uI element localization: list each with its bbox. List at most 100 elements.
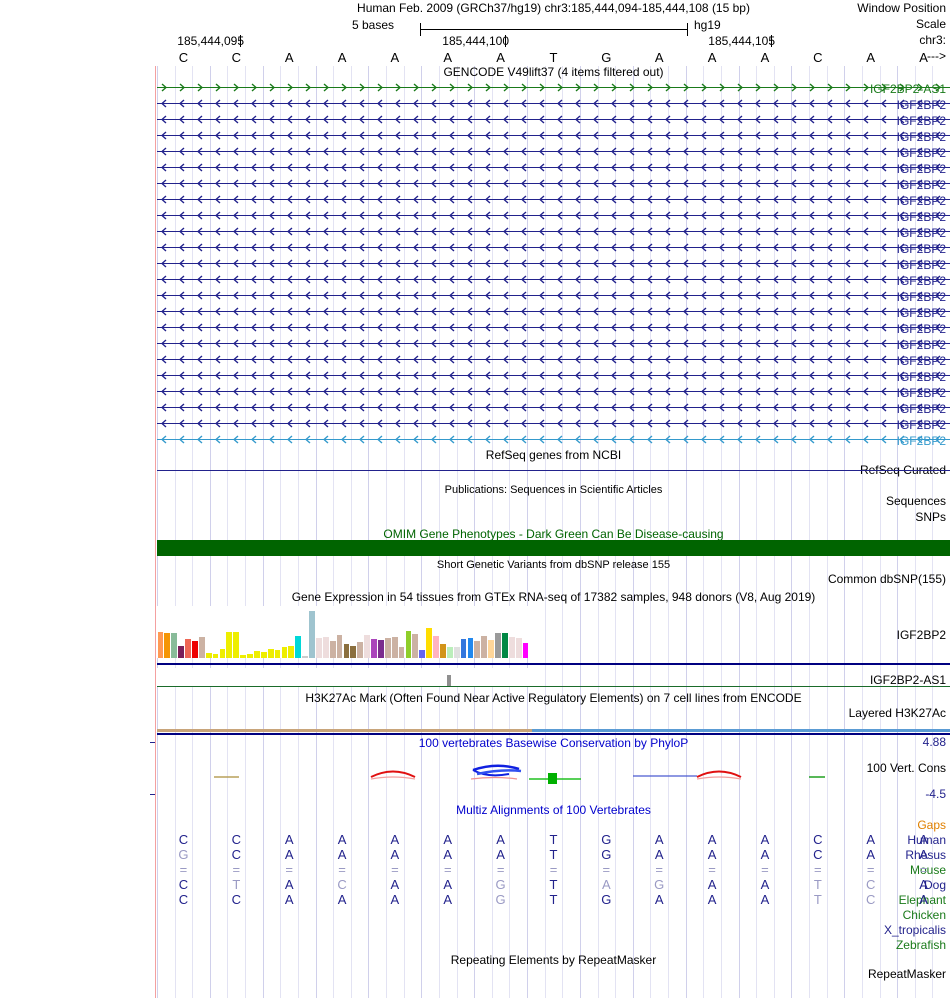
gtex-tissue-bar[interactable] [212, 654, 219, 658]
gtex-tissue-bar[interactable] [219, 649, 226, 658]
gtex-tissue-bar[interactable] [192, 641, 198, 658]
gene-strand-track[interactable] [157, 226, 950, 237]
gtex-tissue-bar[interactable] [398, 647, 405, 658]
gene-label-igf2bp2[interactable]: IGF2BP2 [896, 178, 946, 192]
gene-label-igf2bp2[interactable]: IGF2BP2 [896, 130, 946, 144]
gene-strand-track[interactable] [157, 370, 950, 381]
gtex-tissue-bar[interactable] [495, 633, 501, 658]
gtex-tissue-bar[interactable] [343, 644, 350, 658]
gene-label-igf2bp2[interactable]: IGF2BP2 [896, 290, 946, 304]
gtex-tissue-bar[interactable] [364, 635, 370, 658]
gtex-tissue-bar[interactable] [288, 646, 295, 658]
gtex-as1-bar[interactable] [447, 675, 451, 686]
gene-strand-track[interactable] [157, 258, 950, 269]
gtex-tissue-bar[interactable] [198, 637, 205, 658]
species-label-elephant[interactable]: Elephant [898, 893, 946, 907]
gtex-tissue-bar[interactable] [446, 647, 453, 658]
h3k27ac-signal-right[interactable] [532, 729, 950, 732]
gene-label-igf2bp2[interactable]: IGF2BP2 [896, 402, 946, 416]
gene-label-igf2bp2[interactable]: IGF2BP2 [896, 98, 946, 112]
gene-label-igf2bp2[interactable]: IGF2BP2 [896, 194, 946, 208]
gtex-tissue-bar[interactable] [467, 638, 474, 658]
gtex-tissue-bar[interactable] [522, 643, 529, 658]
gene-strand-track[interactable] [157, 210, 950, 221]
gtex-tissue-bar[interactable] [460, 639, 467, 658]
gtex-tissue-bar[interactable] [322, 637, 329, 658]
gene-strand-track[interactable] [157, 194, 950, 205]
gtex-tissue-bar[interactable] [247, 654, 253, 658]
gtex-as1-barchart[interactable] [157, 668, 529, 686]
species-label-gaps[interactable]: Gaps [917, 818, 946, 832]
gtex-tissue-bar[interactable] [260, 652, 267, 658]
gtex-tissue-bar[interactable] [481, 636, 488, 658]
gene-strand-track[interactable] [157, 274, 950, 285]
gene-label-igf2bp2[interactable]: IGF2BP2 [896, 258, 946, 272]
gtex-tissue-bar[interactable] [433, 636, 439, 658]
gtex-tissue-bar[interactable] [412, 634, 419, 658]
omim-gene-bar[interactable] [157, 540, 950, 556]
gene-strand-track[interactable] [157, 322, 950, 333]
gene-strand-track[interactable] [157, 418, 950, 429]
gtex-tissue-bar[interactable] [350, 646, 357, 658]
gtex-tissue-bar[interactable] [378, 640, 384, 658]
gtex-tissue-bar[interactable] [185, 639, 191, 658]
gtex-tissue-bar[interactable] [357, 642, 364, 658]
gene-label-igf2bp2[interactable]: IGF2BP2 [896, 434, 946, 448]
gtex-tissue-bar[interactable] [274, 650, 281, 658]
gtex-tissue-bar[interactable] [171, 633, 178, 658]
gene-label-igf2bp2[interactable]: IGF2BP2 [896, 242, 946, 256]
gtex-tissue-bar[interactable] [178, 646, 184, 658]
gtex-tissue-bar[interactable] [302, 656, 308, 658]
species-label-x_tropicalis[interactable]: X_tropicalis [883, 923, 946, 937]
gtex-tissue-bar[interactable] [240, 655, 246, 658]
gene-label-igf2bp2[interactable]: IGF2BP2 [896, 226, 946, 240]
gene-label-igf2bp2-as1[interactable]: IGF2BP2-AS1 [869, 82, 946, 96]
gtex-tissue-bar[interactable] [488, 640, 494, 658]
gtex-tissue-bar[interactable] [226, 632, 233, 658]
gene-strand-track[interactable] [157, 402, 950, 413]
species-label-dog[interactable]: Dog [923, 878, 946, 892]
gene-label-igf2bp2[interactable]: IGF2BP2 [896, 274, 946, 288]
gene-label-igf2bp2[interactable]: IGF2BP2 [896, 354, 946, 368]
gtex-tissue-bar[interactable] [233, 632, 240, 658]
gtex-tissue-bar[interactable] [453, 647, 460, 658]
gtex-tissue-bar[interactable] [426, 628, 432, 658]
gene-label-igf2bp2[interactable]: IGF2BP2 [896, 322, 946, 336]
gene-strand-track[interactable] [157, 162, 950, 173]
gtex-tissue-bar[interactable] [157, 632, 164, 658]
gtex-tissue-bar[interactable] [309, 611, 315, 658]
gtex-tissue-bar[interactable] [316, 638, 322, 658]
gtex-tissue-bar[interactable] [391, 637, 398, 658]
gtex-tissue-bar[interactable] [515, 638, 522, 658]
gtex-tissue-bar[interactable] [254, 651, 260, 658]
species-label-zebrafish[interactable]: Zebrafish [895, 938, 946, 952]
gtex-tissue-bar[interactable] [336, 635, 343, 658]
gtex-tissue-bar[interactable] [205, 653, 212, 658]
gene-strand-track[interactable] [157, 434, 950, 445]
gene-strand-track[interactable] [157, 242, 950, 253]
gtex-tissue-bar[interactable] [329, 641, 336, 658]
species-alignment-row[interactable]: = = = = = = = = = = = = = = = [157, 863, 950, 878]
gene-label-igf2bp2[interactable]: IGF2BP2 [896, 162, 946, 176]
species-label-human[interactable]: Human [907, 833, 946, 847]
species-label-rhesus[interactable]: Rhesus [905, 848, 946, 862]
gtex-tissue-bar[interactable] [474, 641, 481, 658]
gtex-tissue-bar[interactable] [164, 633, 171, 658]
phylop-conservation-plot[interactable] [157, 738, 950, 800]
gene-label-igf2bp2[interactable]: IGF2BP2 [896, 418, 946, 432]
species-label-chicken[interactable]: Chicken [902, 908, 946, 922]
gtex-tissue-bar[interactable] [281, 647, 288, 658]
gtex-tissue-bar[interactable] [371, 639, 377, 658]
gtex-tissue-bar[interactable] [508, 637, 515, 658]
gene-strand-track[interactable] [157, 82, 950, 93]
gene-strand-track[interactable] [157, 130, 950, 141]
gene-strand-track[interactable] [157, 354, 950, 365]
gtex-tissue-bar[interactable] [267, 649, 274, 658]
gene-label-igf2bp2[interactable]: IGF2BP2 [896, 370, 946, 384]
gtex-tissue-bar[interactable] [405, 631, 412, 658]
gtex-tissue-bar[interactable] [295, 636, 302, 658]
